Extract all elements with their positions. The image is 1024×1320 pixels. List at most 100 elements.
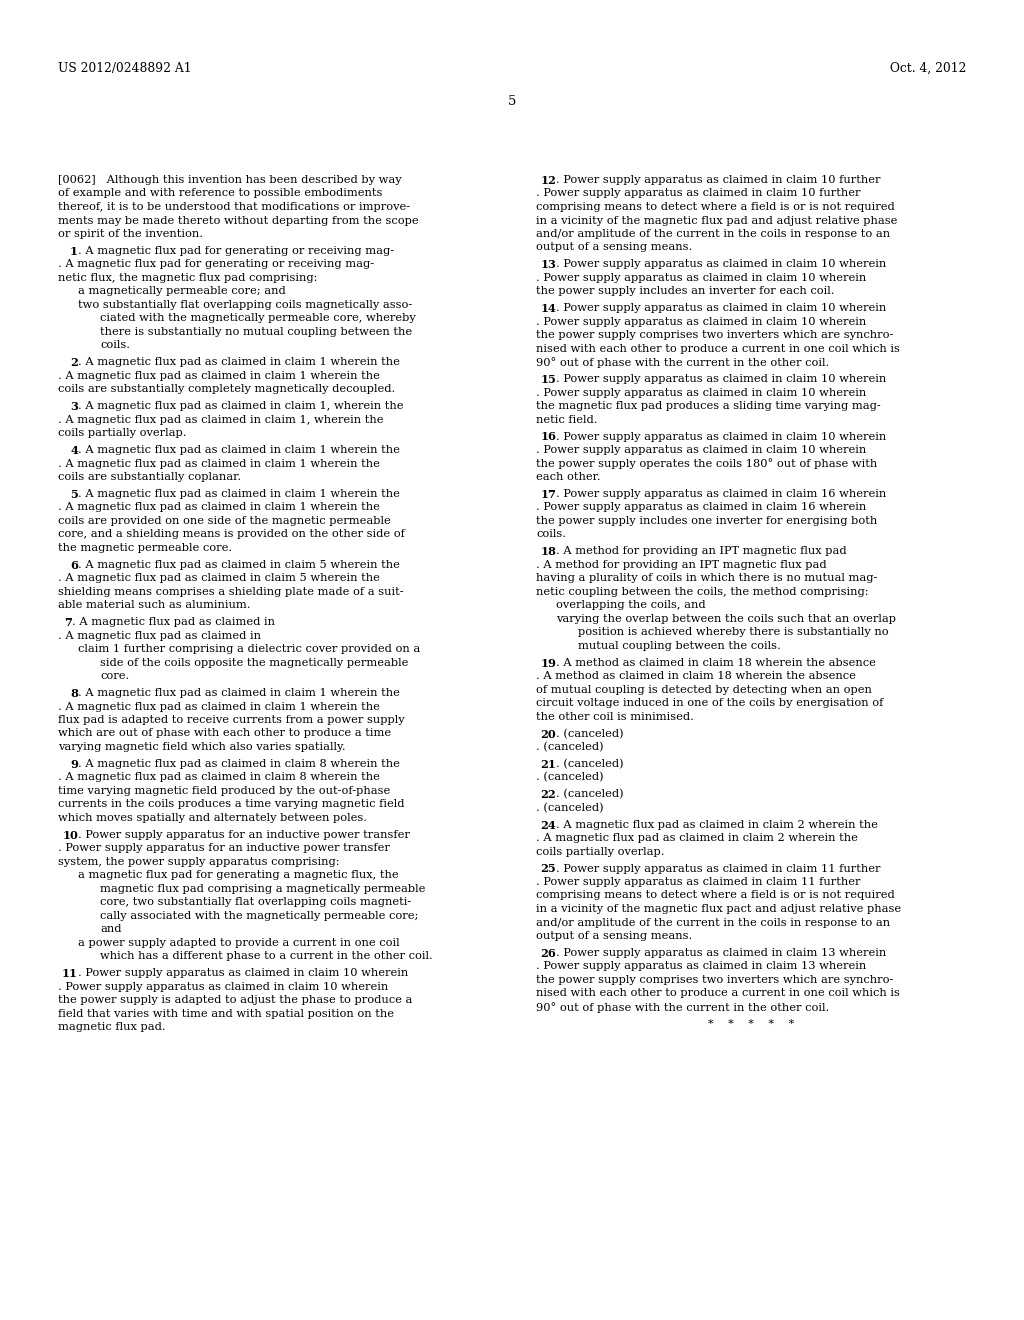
Text: netic flux, the magnetic flux pad comprising:: netic flux, the magnetic flux pad compri… <box>58 273 317 282</box>
Text: . A magnetic flux pad as claimed in claim 1, wherein the: . A magnetic flux pad as claimed in clai… <box>58 414 384 425</box>
Text: . Power supply apparatus as claimed in claim 11 further: . Power supply apparatus as claimed in c… <box>536 876 860 887</box>
Text: and/or amplitude of the current in the coils in response to an: and/or amplitude of the current in the c… <box>536 228 890 239</box>
Text: the magnetic flux pad produces a sliding time varying mag-: the magnetic flux pad produces a sliding… <box>536 401 881 411</box>
Text: . A magnetic flux pad as claimed in claim 1, wherein the: . A magnetic flux pad as claimed in clai… <box>78 401 403 411</box>
Text: . Power supply apparatus as claimed in claim 10 wherein: . Power supply apparatus as claimed in c… <box>58 982 388 991</box>
Text: time varying magnetic field produced by the out-of-phase: time varying magnetic field produced by … <box>58 785 390 796</box>
Text: or spirit of the invention.: or spirit of the invention. <box>58 228 203 239</box>
Text: magnetic flux pad comprising a magnetically permeable: magnetic flux pad comprising a magnetica… <box>100 884 425 894</box>
Text: *    *    *    *    *: * * * * * <box>708 1019 794 1028</box>
Text: nised with each other to produce a current in one coil which is: nised with each other to produce a curre… <box>536 989 900 998</box>
Text: the power supply comprises two inverters which are synchro-: the power supply comprises two inverters… <box>536 330 893 341</box>
Text: 19: 19 <box>540 657 556 669</box>
Text: . Power supply apparatus as claimed in claim 10 wherein: . Power supply apparatus as claimed in c… <box>536 445 866 455</box>
Text: [0062]   Although this invention has been described by way: [0062] Although this invention has been … <box>58 176 401 185</box>
Text: . A magnetic flux pad as claimed in claim 1 wherein the: . A magnetic flux pad as claimed in clai… <box>78 688 400 698</box>
Text: . A method for providing an IPT magnetic flux pad: . A method for providing an IPT magnetic… <box>536 560 826 570</box>
Text: the power supply operates the coils 180° out of phase with: the power supply operates the coils 180°… <box>536 458 878 470</box>
Text: the other coil is minimised.: the other coil is minimised. <box>536 711 694 722</box>
Text: the power supply comprises two inverters which are synchro-: the power supply comprises two inverters… <box>536 975 893 985</box>
Text: cally associated with the magnetically permeable core;: cally associated with the magnetically p… <box>100 911 419 921</box>
Text: 10: 10 <box>62 830 78 841</box>
Text: comprising means to detect where a field is or is not required: comprising means to detect where a field… <box>536 891 895 900</box>
Text: . A magnetic flux pad as claimed in claim 5 wherein the: . A magnetic flux pad as claimed in clai… <box>58 573 380 583</box>
Text: 8: 8 <box>70 688 78 700</box>
Text: . A magnetic flux pad as claimed in claim 2 wherein the: . A magnetic flux pad as claimed in clai… <box>556 820 878 830</box>
Text: . A magnetic flux pad as claimed in claim 1 wherein the: . A magnetic flux pad as claimed in clai… <box>78 358 400 367</box>
Text: coils.: coils. <box>100 341 130 350</box>
Text: . A magnetic flux pad as claimed in claim 1 wherein the: . A magnetic flux pad as claimed in clai… <box>58 503 380 512</box>
Text: netic field.: netic field. <box>536 414 597 425</box>
Text: currents in the coils produces a time varying magnetic field: currents in the coils produces a time va… <box>58 800 404 809</box>
Text: there is substantially no mutual coupling between the: there is substantially no mutual couplin… <box>100 327 412 337</box>
Text: coils partially overlap.: coils partially overlap. <box>536 846 665 857</box>
Text: . A magnetic flux pad as claimed in claim 8 wherein the: . A magnetic flux pad as claimed in clai… <box>58 772 380 783</box>
Text: having a plurality of coils in which there is no mutual mag-: having a plurality of coils in which the… <box>536 573 878 583</box>
Text: comprising means to detect where a field is or is not required: comprising means to detect where a field… <box>536 202 895 213</box>
Text: . Power supply apparatus as claimed in claim 10 wherein: . Power supply apparatus as claimed in c… <box>556 374 886 384</box>
Text: system, the power supply apparatus comprising:: system, the power supply apparatus compr… <box>58 857 340 867</box>
Text: . A magnetic flux pad for generating or receiving mag-: . A magnetic flux pad for generating or … <box>78 246 394 256</box>
Text: 4: 4 <box>70 445 78 455</box>
Text: . Power supply apparatus as claimed in claim 10 further: . Power supply apparatus as claimed in c… <box>536 189 860 198</box>
Text: coils are provided on one side of the magnetic permeable: coils are provided on one side of the ma… <box>58 516 391 525</box>
Text: which has a different phase to a current in the other coil.: which has a different phase to a current… <box>100 952 433 961</box>
Text: . Power supply apparatus as claimed in claim 13 wherein: . Power supply apparatus as claimed in c… <box>556 948 886 958</box>
Text: . A magnetic flux pad as claimed in claim 1 wherein the: . A magnetic flux pad as claimed in clai… <box>58 701 380 711</box>
Text: magnetic flux pad.: magnetic flux pad. <box>58 1022 166 1032</box>
Text: the power supply includes one inverter for energising both: the power supply includes one inverter f… <box>536 516 878 525</box>
Text: claim 1 further comprising a dielectric cover provided on a: claim 1 further comprising a dielectric … <box>78 644 420 655</box>
Text: . Power supply apparatus for an inductive power transfer: . Power supply apparatus for an inductiv… <box>78 830 410 840</box>
Text: . A method as claimed in claim 18 wherein the absence: . A method as claimed in claim 18 wherei… <box>536 671 856 681</box>
Text: the power supply is adapted to adjust the phase to produce a: the power supply is adapted to adjust th… <box>58 995 413 1005</box>
Text: in a vicinity of the magnetic flux pact and adjust relative phase: in a vicinity of the magnetic flux pact … <box>536 904 901 913</box>
Text: coils.: coils. <box>536 529 566 540</box>
Text: . Power supply apparatus as claimed in claim 16 wherein: . Power supply apparatus as claimed in c… <box>556 488 886 499</box>
Text: output of a sensing means.: output of a sensing means. <box>536 931 692 941</box>
Text: . Power supply apparatus as claimed in claim 13 wherein: . Power supply apparatus as claimed in c… <box>536 961 866 972</box>
Text: core, two substantially flat overlapping coils magneti-: core, two substantially flat overlapping… <box>100 898 412 907</box>
Text: 7: 7 <box>65 618 72 628</box>
Text: flux pad is adapted to receive currents from a power supply: flux pad is adapted to receive currents … <box>58 715 404 725</box>
Text: . Power supply apparatus as claimed in claim 10 wherein: . Power supply apparatus as claimed in c… <box>556 304 886 313</box>
Text: . (canceled): . (canceled) <box>556 759 624 770</box>
Text: and: and <box>100 924 122 935</box>
Text: coils partially overlap.: coils partially overlap. <box>58 428 186 438</box>
Text: . Power supply apparatus as claimed in claim 10 wherein: . Power supply apparatus as claimed in c… <box>556 432 886 441</box>
Text: . (canceled): . (canceled) <box>556 789 624 800</box>
Text: 15: 15 <box>541 374 556 385</box>
Text: ments may be made thereto without departing from the scope: ments may be made thereto without depart… <box>58 215 419 226</box>
Text: . A magnetic flux pad for generating or receiving mag-: . A magnetic flux pad for generating or … <box>58 259 374 269</box>
Text: side of the coils opposite the magnetically permeable: side of the coils opposite the magnetica… <box>100 657 409 668</box>
Text: and/or amplitude of the current in the coils in response to an: and/or amplitude of the current in the c… <box>536 917 890 928</box>
Text: 90° out of phase with the current in the other coil.: 90° out of phase with the current in the… <box>536 358 829 368</box>
Text: 3: 3 <box>70 401 78 412</box>
Text: 21: 21 <box>540 759 556 770</box>
Text: . (canceled): . (canceled) <box>536 803 603 813</box>
Text: . (canceled): . (canceled) <box>536 772 603 783</box>
Text: 22: 22 <box>541 789 556 800</box>
Text: the magnetic permeable core.: the magnetic permeable core. <box>58 543 232 553</box>
Text: the power supply includes an inverter for each coil.: the power supply includes an inverter fo… <box>536 286 835 297</box>
Text: US 2012/0248892 A1: US 2012/0248892 A1 <box>58 62 191 75</box>
Text: nised with each other to produce a current in one coil which is: nised with each other to produce a curre… <box>536 343 900 354</box>
Text: overlapping the coils, and: overlapping the coils, and <box>556 601 706 610</box>
Text: . Power supply apparatus as claimed in claim 10 wherein: . Power supply apparatus as claimed in c… <box>536 273 866 282</box>
Text: of mutual coupling is detected by detecting when an open: of mutual coupling is detected by detect… <box>536 685 871 694</box>
Text: mutual coupling between the coils.: mutual coupling between the coils. <box>578 640 780 651</box>
Text: 2: 2 <box>70 358 78 368</box>
Text: . Power supply apparatus as claimed in claim 10 wherein: . Power supply apparatus as claimed in c… <box>536 388 866 397</box>
Text: core.: core. <box>100 671 129 681</box>
Text: . A magnetic flux pad as claimed in claim 1 wherein the: . A magnetic flux pad as claimed in clai… <box>58 371 380 380</box>
Text: which are out of phase with each other to produce a time: which are out of phase with each other t… <box>58 729 391 738</box>
Text: position is achieved whereby there is substantially no: position is achieved whereby there is su… <box>578 627 889 638</box>
Text: . A magnetic flux pad as claimed in claim 5 wherein the: . A magnetic flux pad as claimed in clai… <box>78 560 400 570</box>
Text: a magnetically permeable core; and: a magnetically permeable core; and <box>78 286 286 297</box>
Text: 24: 24 <box>541 820 556 830</box>
Text: . A method as claimed in claim 18 wherein the absence: . A method as claimed in claim 18 wherei… <box>556 657 876 668</box>
Text: shielding means comprises a shielding plate made of a suit-: shielding means comprises a shielding pl… <box>58 587 403 597</box>
Text: field that varies with time and with spatial position on the: field that varies with time and with spa… <box>58 1008 394 1019</box>
Text: 11: 11 <box>62 968 78 979</box>
Text: . Power supply apparatus as claimed in claim 10 wherein: . Power supply apparatus as claimed in c… <box>556 259 886 269</box>
Text: coils are substantially coplanar.: coils are substantially coplanar. <box>58 473 241 482</box>
